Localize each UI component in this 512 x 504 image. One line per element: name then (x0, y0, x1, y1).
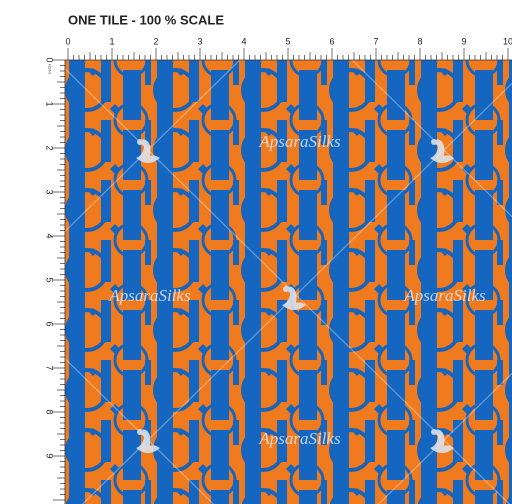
swan-logo (136, 429, 160, 453)
top-ruler-label: 3 (197, 36, 202, 46)
logo-ornament (283, 286, 289, 292)
logo-ornament (137, 139, 143, 145)
left-ruler (44, 60, 65, 504)
left-ruler-label: 9 (45, 453, 55, 458)
left-ruler-label: 3 (45, 189, 55, 194)
logo-ornament (431, 429, 437, 435)
left-ruler-label: 0 (45, 57, 55, 62)
left-ruler-label: 4 (45, 233, 55, 238)
watermark: ApsaraSilks (258, 429, 341, 448)
top-ruler-label: 7 (373, 36, 378, 46)
logo-ornament (137, 429, 143, 435)
logo-group (136, 139, 454, 453)
watermark: ApsaraSilks (258, 132, 341, 151)
top-ruler-label: 6 (329, 36, 334, 46)
top-ruler-label: 0 (65, 36, 70, 46)
ruler-unit: INCH (47, 64, 52, 74)
top-ruler-label: 5 (285, 36, 290, 46)
swan-logo (282, 286, 306, 310)
left-ruler-label: 8 (45, 409, 55, 414)
top-ruler-label: 9 (461, 36, 466, 46)
swan-logo (430, 139, 454, 163)
top-ruler-label: 10 (503, 36, 512, 46)
title: ONE TILE - 100 % SCALE (68, 12, 224, 27)
left-ruler-label: 7 (45, 365, 55, 370)
top-ruler-label: 1 (109, 36, 114, 46)
swan-logo (136, 139, 160, 163)
left-ruler-label: 6 (45, 321, 55, 326)
left-ruler-label: 5 (45, 277, 55, 282)
top-ruler-label: 2 (153, 36, 158, 46)
watermark: ApsaraSilks (403, 286, 486, 305)
top-ruler-label: 4 (241, 36, 246, 46)
watermark: ApsaraSilks (108, 286, 191, 305)
left-ruler-label: 2 (45, 145, 55, 150)
swan-logo (430, 429, 454, 453)
top-ruler-label: 8 (417, 36, 422, 46)
left-ruler-label: 1 (45, 101, 55, 106)
logo-ornament (431, 139, 437, 145)
